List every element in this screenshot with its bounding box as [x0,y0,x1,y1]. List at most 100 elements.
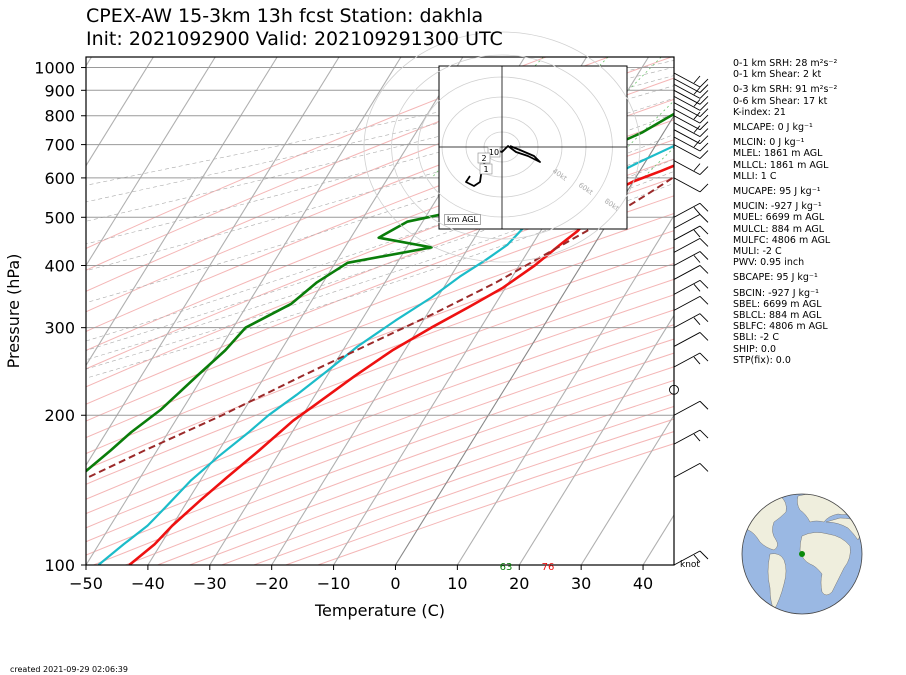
parameter-item: 0-6 km Shear: 17 kt [733,95,828,107]
wind-barb [673,78,709,94]
dry-adiabat-line [93,352,674,565]
x-axis-label: Temperature (C) [314,601,445,620]
wind-barb [673,72,709,88]
wind-barb [673,177,709,193]
parameter-item: 0-1 km SRH: 28 m²s⁻² [733,58,838,69]
moist-adiabat-line [86,113,674,304]
y-axis-label: Pressure (hPa) [4,254,23,369]
parameter-item: MLCAPE: 0 J kg⁻¹ [733,122,813,134]
wind-barb [673,313,709,329]
hodograph-frame [438,65,628,230]
wind-barbs [669,57,709,566]
wind-barb [673,115,709,131]
y-tick-label: 100 [44,556,75,575]
moist-adiabat-line [86,60,674,186]
x-tick-label: 0 [390,574,400,593]
wind-barb [673,202,709,218]
moist-adiabat-line [86,85,674,245]
isotherm-line [518,314,674,565]
dry-adiabat-line [86,246,674,470]
dry-adiabat-line [86,230,674,455]
wind-barb [673,550,709,566]
chart-title-line1: CPEX-AW 15-3km 13h fcst Station: dakhla [86,5,484,27]
station-marker [799,551,805,557]
x-tick-label: −40 [131,574,165,593]
wind-barb [673,102,709,118]
parameter-item: SBLI: -2 C [733,332,779,344]
parameter-item: MULFC: 4806 m AGL [733,234,831,246]
dry-adiabat-line [86,309,674,529]
parameter-item: MUEL: 6699 m AGL [733,212,825,224]
wind-barb [673,279,709,295]
wind-barb [673,352,709,368]
wind-barb [673,213,709,229]
parameter-item: SBLCL: 884 m AGL [733,310,822,322]
isotherm-line [86,57,402,565]
parameter-item: SBCAPE: 95 J kg⁻¹ [733,272,818,284]
isotherm-line [86,57,278,367]
wind-barb [673,400,709,416]
series-line-parcel [86,175,674,480]
hodograph-height-box [479,163,493,175]
wind-barb [673,108,709,124]
moist-adiabat-line [86,134,674,342]
globe-outline [741,493,863,615]
hodograph-height-box [477,152,491,164]
parameter-item: SBCIN: -927 J kg⁻¹ [733,287,819,299]
isotherm-line [580,414,674,565]
hodograph-height-box [487,146,501,158]
wind-barb [673,160,709,176]
series-line-wet-bulb [86,112,674,473]
y-tick-label: 700 [44,136,75,155]
isotherm-line [86,57,154,167]
wind-barb [673,129,709,145]
dry-adiabat-line [86,278,674,500]
parameter-item: MLLI: 1 C [733,170,777,182]
parameter-item: MLEL: 1861 m AGL [733,148,823,160]
parameter-list: 0-1 km SRH: 28 m²s⁻² 0-1 km Shear: 2 kt 0-… [733,58,837,366]
parameter-item: MULCL: 884 m AGL [733,223,825,235]
wind-barb [673,238,709,253]
parameter-item: MULI: -2 C [733,246,782,258]
isotherm-line [86,57,340,467]
dry-adiabat-line [86,98,674,332]
wind-barb [673,136,709,152]
isotherm-line [147,57,464,565]
series-line-dewpoint [97,144,674,565]
wind-barb [673,83,709,99]
wind-barb [673,89,709,105]
dry-adiabat-line [86,338,674,556]
x-tick-label: 40 [633,574,653,593]
moist-adiabat-line [86,66,674,203]
x-tick-label: −10 [317,574,351,593]
wind-barb [673,95,709,111]
hodograph-ring [363,31,641,263]
y-tick-label: 1000 [34,59,75,78]
wind-unit-label: knot [680,560,700,570]
parameter-item: 0-1 km Shear: 2 kt [733,69,822,81]
dry-adiabat-line [86,263,674,485]
isotherm-line [456,214,674,565]
wind-barb [673,225,709,241]
x-tick-label: −50 [69,574,103,593]
x-tick-label: 10 [447,574,467,593]
dry-adiabat-line [86,324,674,543]
parameter-item: PWV: 0.95 inch [733,257,805,269]
y-tick-label: 800 [44,107,75,126]
parameter-item: 0-3 km SRH: 91 m²s⁻² [733,84,838,96]
x-tick-label: −20 [255,574,289,593]
wind-barb [673,332,709,347]
x-tick-label: 30 [571,574,591,593]
wind-barb [673,144,709,159]
parameter-item: STP(fix): 0.0 [733,354,791,366]
x-tick-label: 20 [509,574,529,593]
parameter-item: MUCAPE: 95 J kg⁻¹ [733,186,821,198]
isotherm-line [395,114,674,565]
hodograph-height-label: 1 [483,165,488,174]
dry-adiabat-line [86,177,674,405]
wind-barb [673,429,709,445]
parameter-item: K-index: 21 [733,106,786,118]
isotherm-line [86,57,216,267]
y-tick-label: 200 [44,406,75,425]
